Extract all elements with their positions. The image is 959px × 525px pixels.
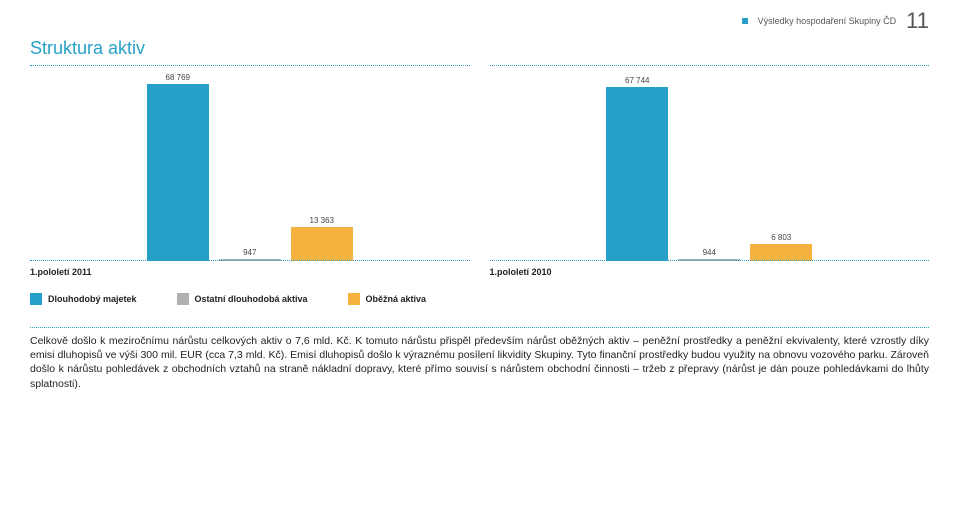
chart-panel-2011: 68 769 947 13 363 1.pololetí 2011 (30, 65, 470, 275)
breadcrumb: Výsledky hospodaření Skupiny ČD (758, 16, 897, 26)
legend-label: Dlouhodobý majetek (48, 294, 137, 304)
baseline (30, 260, 470, 261)
bar-col: 13 363 (291, 216, 353, 261)
bar (606, 87, 668, 261)
legend-swatch-icon (30, 293, 42, 305)
bar-value: 68 769 (166, 73, 190, 82)
bar-col: 6 803 (750, 233, 812, 261)
body-paragraph: Celkově došlo k meziročnímu nárůstu celk… (30, 334, 929, 391)
page-number: 11 (906, 8, 929, 34)
page: Výsledky hospodaření Skupiny ČD 11 Struk… (0, 0, 959, 525)
header-right: Výsledky hospodaření Skupiny ČD 11 (742, 8, 929, 34)
chart: 68 769 947 13 363 1.pololetí 2011 (30, 65, 929, 275)
panel-label: 1.pololetí 2011 (30, 267, 92, 277)
bar-value: 947 (243, 248, 256, 257)
page-title: Struktura aktiv (30, 38, 929, 59)
legend-item: Ostatní dlouhodobá aktiva (177, 293, 308, 305)
bar-value: 67 744 (625, 76, 649, 85)
chart-inner: 68 769 947 13 363 (30, 65, 470, 261)
bar-col: 68 769 (147, 73, 209, 261)
legend-item: Oběžná aktiva (348, 293, 427, 305)
chart-panel-2010: 67 744 944 6 803 1.pololetí 2010 (490, 65, 930, 275)
header-marker-icon (742, 18, 748, 24)
bars-group: 67 744 944 6 803 (490, 76, 930, 261)
paragraph-rule (30, 327, 929, 328)
bar-value: 13 363 (310, 216, 334, 225)
legend-item: Dlouhodobý majetek (30, 293, 137, 305)
bar (291, 227, 353, 261)
legend-swatch-icon (177, 293, 189, 305)
legend-label: Oběžná aktiva (366, 294, 427, 304)
panel-label: 1.pololetí 2010 (490, 267, 552, 277)
bar (147, 84, 209, 261)
bars-group: 68 769 947 13 363 (30, 73, 470, 261)
bar-col: 67 744 (606, 76, 668, 261)
legend: Dlouhodobý majetek Ostatní dlouhodobá ak… (30, 293, 929, 305)
legend-label: Ostatní dlouhodobá aktiva (195, 294, 308, 304)
bar (750, 244, 812, 261)
legend-swatch-icon (348, 293, 360, 305)
chart-inner: 67 744 944 6 803 (490, 65, 930, 261)
bar-value: 6 803 (771, 233, 791, 242)
bar-value: 944 (703, 248, 716, 257)
baseline (490, 260, 930, 261)
